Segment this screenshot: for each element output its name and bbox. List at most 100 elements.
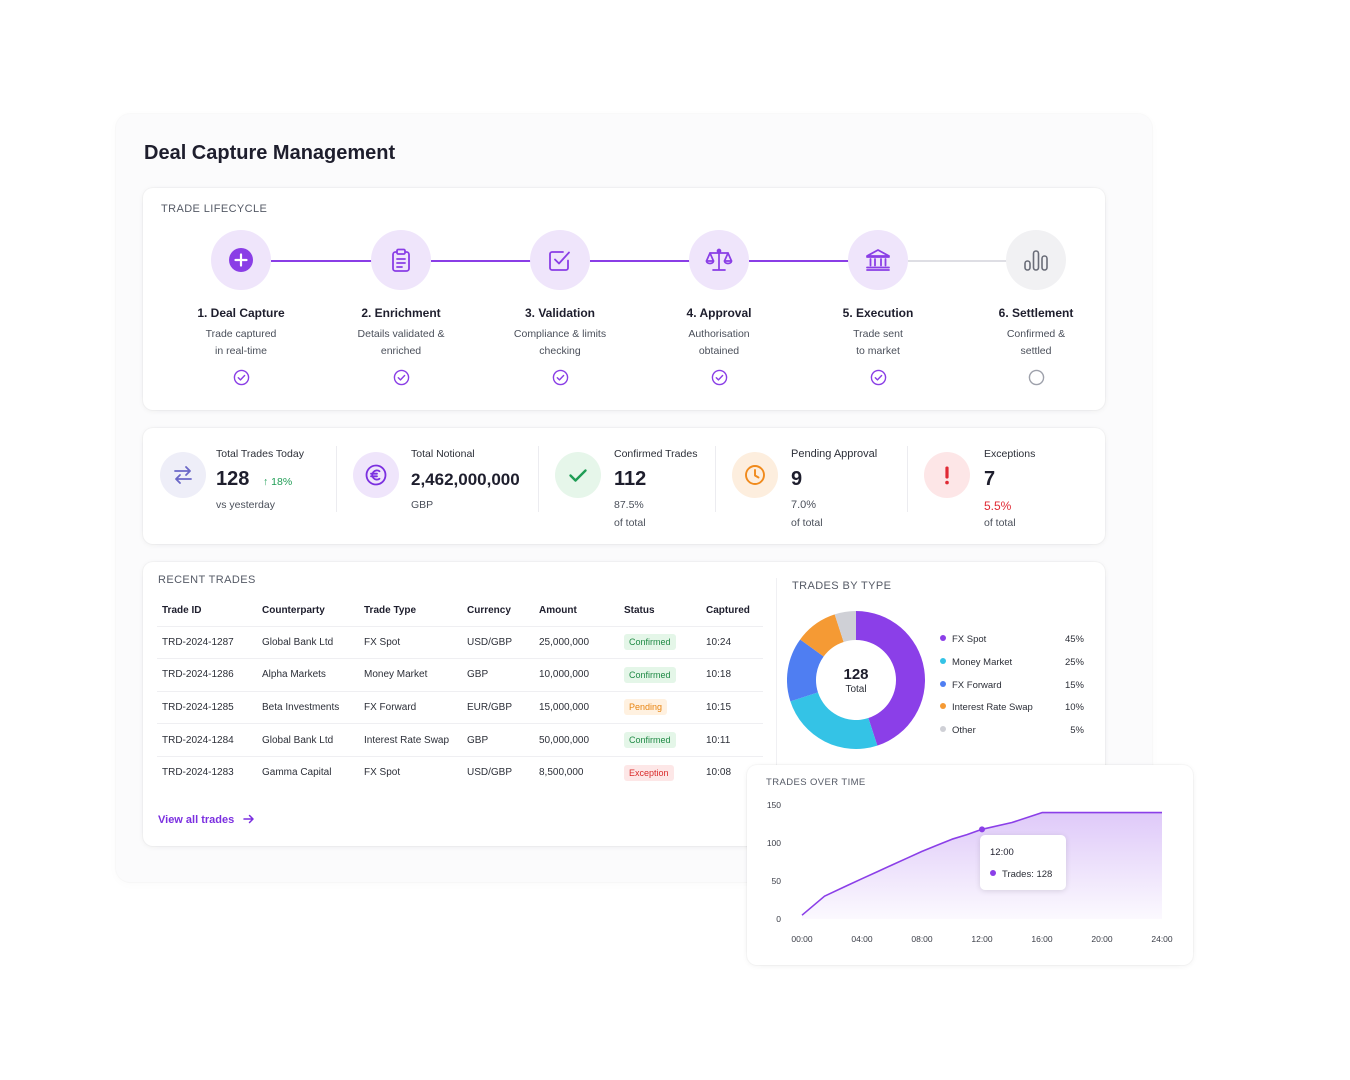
- legend-label: Other: [952, 725, 976, 737]
- step-description: Trade sent to market: [853, 328, 903, 357]
- legend-item[interactable]: FX Forward 15%: [940, 680, 1086, 691]
- legend-item[interactable]: FX Spot 45%: [940, 634, 1086, 645]
- donut-slice[interactable]: [790, 692, 878, 749]
- lifecycle-connector: [271, 260, 375, 262]
- trades-by-type-panel: [776, 578, 1090, 766]
- lifecycle-step-approval[interactable]: 4. Approval Authorisation obtained: [639, 230, 799, 391]
- currency: USD/GBP: [462, 755, 534, 789]
- x-tick-label: 24:00: [1151, 934, 1173, 944]
- status-cell: Confirmed: [619, 625, 701, 659]
- column-header[interactable]: Trade ID: [162, 605, 202, 617]
- clipboard-icon: [371, 230, 431, 290]
- donut-slice[interactable]: [800, 614, 844, 657]
- stat-subtext: of total: [984, 517, 1016, 529]
- arrow-right-icon: [243, 814, 255, 824]
- legend-dot: [940, 680, 946, 687]
- lifecycle-step-enrichment[interactable]: 2. Enrichment Details validated & enriche…: [321, 230, 481, 391]
- highlight-point[interactable]: [979, 826, 985, 833]
- bar-chart-icon: [1006, 230, 1066, 290]
- lifecycle-label: TRADE LIFECYCLE: [161, 203, 268, 215]
- status-cell: Exception: [619, 755, 701, 789]
- table-row[interactable]: TRD-2024-1283 Gamma Capital FX Spot USD/…: [157, 755, 763, 789]
- donut-slice[interactable]: [856, 611, 925, 746]
- status-badge: Confirmed: [624, 732, 676, 749]
- stat-subtext: of total: [791, 517, 823, 529]
- amount: 50,000,000: [534, 723, 619, 757]
- x-tick-label: 04:00: [851, 934, 873, 944]
- lifecycle-connector: [749, 260, 853, 262]
- stat-subtext: vs yesterday: [216, 499, 275, 511]
- scales-icon: [689, 230, 749, 290]
- lifecycle-step-validation[interactable]: 3. Validation Compliance & limits checkin…: [480, 230, 640, 391]
- stat-label: Pending Approval: [791, 448, 878, 460]
- column-header[interactable]: Currency: [467, 605, 511, 617]
- trade-id: TRD-2024-1285: [157, 690, 257, 724]
- trade-id: TRD-2024-1284: [157, 723, 257, 757]
- column-header[interactable]: Captured: [706, 605, 750, 617]
- legend-dot: [940, 635, 946, 641]
- legend-item[interactable]: Interest Rate Swap 10%: [940, 702, 1086, 713]
- status-badge: Pending: [624, 699, 668, 716]
- column-header[interactable]: Trade Type: [364, 605, 417, 617]
- lifecycle-step-settlement[interactable]: 6. Settlement Confirmed & settled: [956, 230, 1116, 391]
- lifecycle-connector: [908, 260, 1010, 262]
- counterparty: Beta Investments: [257, 690, 359, 724]
- stat-confirmed-trades: Confirmed Trades 112 87.5% of total: [540, 428, 715, 544]
- lifecycle-step-execution[interactable]: 5. Execution Trade sent to market: [798, 230, 958, 391]
- legend-percent: 10%: [1064, 702, 1084, 714]
- step-title: 1. Deal Capture: [197, 306, 285, 320]
- column-header[interactable]: Amount: [539, 605, 577, 617]
- stat-percent: 5.5%: [984, 499, 1012, 513]
- stat-percent: 7.0%: [791, 499, 817, 511]
- counterparty: Global Bank Ltd: [257, 723, 359, 757]
- table-row[interactable]: TRD-2024-1284 Global Bank Ltd Interest R…: [157, 723, 763, 757]
- column-header[interactable]: Status: [624, 605, 655, 617]
- column-header[interactable]: Counterparty: [262, 605, 325, 617]
- legend-dot: [940, 726, 946, 733]
- donut-slice[interactable]: [787, 639, 824, 702]
- lifecycle-connector: [431, 260, 535, 262]
- legend-item[interactable]: Money Market 25%: [940, 657, 1086, 668]
- amount: 8,500,000: [534, 755, 619, 789]
- trade-type: Interest Rate Swap: [359, 723, 462, 757]
- step-description: Details validated & enriched: [357, 328, 445, 357]
- chart-tooltip: 12:00 Trades: 128: [980, 835, 1066, 890]
- table-row[interactable]: TRD-2024-1287 Global Bank Ltd FX Spot US…: [157, 625, 763, 659]
- status-badge: Exception: [624, 764, 674, 781]
- donut-slice[interactable]: [834, 611, 856, 642]
- trades-over-time-card: TRADES OVER TIME 0 50 100 150 00:00 04:00 08:0…: [747, 765, 1193, 965]
- legend-dot: [940, 703, 946, 710]
- x-tick-label: 08:00: [911, 934, 933, 944]
- table-row[interactable]: TRD-2024-1285 Beta Investments FX Forwar…: [157, 690, 763, 724]
- legend-label: Money Market: [952, 656, 1013, 668]
- trades-over-time-label: TRADES OVER TIME: [766, 777, 866, 788]
- legend-percent: 25%: [1064, 656, 1084, 668]
- stat-value: 128: [216, 468, 250, 490]
- step-title: 2. Enrichment: [361, 306, 441, 320]
- checkbox-icon: [530, 230, 590, 290]
- bank-icon: [848, 230, 908, 290]
- stat-subtext: GBP: [411, 499, 434, 511]
- legend-percent: 5%: [1070, 725, 1084, 737]
- trade-type: FX Spot: [359, 755, 462, 789]
- currency: GBP: [462, 658, 534, 692]
- lifecycle-step-deal-capture[interactable]: 1. Deal Capture Trade captured in real-ti…: [161, 230, 321, 391]
- stat-value: 7: [984, 468, 996, 490]
- table-row[interactable]: TRD-2024-1286 Alpha Markets Money Market…: [157, 658, 763, 692]
- check-icon: [555, 452, 601, 498]
- trade-type: FX Forward: [359, 690, 462, 724]
- legend-percent: 45%: [1064, 634, 1084, 645]
- step-title: 3. Validation: [524, 306, 596, 320]
- view-all-trades-link[interactable]: View all trades: [158, 814, 255, 826]
- currency: EUR/GBP: [462, 690, 534, 724]
- step-description: Trade captured in real-time: [205, 328, 277, 357]
- counterparty: Alpha Markets: [257, 658, 359, 692]
- trades-line: [801, 811, 1162, 916]
- trade-lifecycle-card: TRADE LIFECYCLE 1. Deal Capture Trade ca…: [143, 188, 1105, 410]
- y-tick-label: 0: [776, 914, 781, 924]
- legend-item[interactable]: Other 5%: [940, 725, 1086, 736]
- amount: 10,000,000: [534, 658, 619, 692]
- view-all-label: View all trades: [158, 814, 235, 826]
- swap-arrows-icon: [160, 452, 206, 498]
- status-cell: Confirmed: [619, 658, 701, 692]
